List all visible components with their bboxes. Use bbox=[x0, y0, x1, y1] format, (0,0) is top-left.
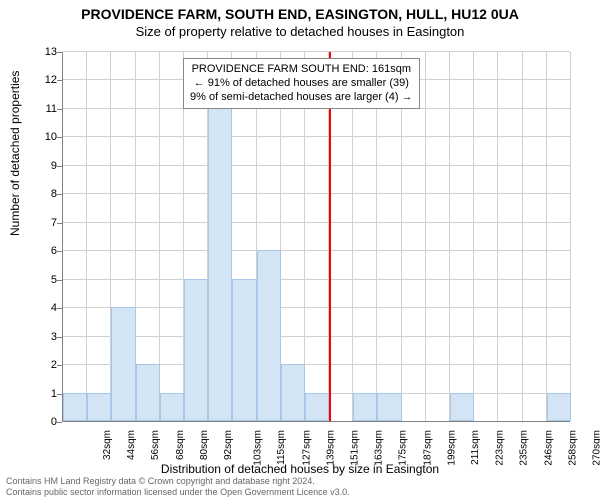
x-tick: 92sqm bbox=[223, 430, 234, 460]
x-tick: 175sqm bbox=[398, 430, 409, 466]
property-infobox: PROVIDENCE FARM SOUTH END: 161sqm ← 91% … bbox=[183, 58, 420, 109]
gridline-h bbox=[63, 193, 570, 194]
infobox-line3: 9% of semi-detached houses are larger (4… bbox=[190, 91, 413, 105]
gridline-v bbox=[425, 52, 426, 421]
gridline-v bbox=[473, 52, 474, 421]
page-subtitle: Size of property relative to detached ho… bbox=[0, 24, 600, 39]
histogram-bar bbox=[281, 364, 305, 421]
histogram-bar bbox=[547, 393, 571, 421]
gridline-v bbox=[497, 52, 498, 421]
gridline-h bbox=[63, 279, 570, 280]
gridline-v bbox=[86, 52, 87, 421]
gridline-v bbox=[449, 52, 450, 421]
x-tick: 139sqm bbox=[325, 430, 336, 466]
gridline-v bbox=[546, 52, 547, 421]
x-tick: 199sqm bbox=[446, 430, 457, 466]
gridline-h bbox=[63, 336, 570, 337]
gridline-v bbox=[570, 52, 571, 421]
histogram-bar bbox=[450, 393, 474, 421]
x-tick: 187sqm bbox=[422, 430, 433, 466]
x-tick: 80sqm bbox=[199, 430, 210, 460]
histogram-bar bbox=[232, 279, 256, 421]
x-tick: 103sqm bbox=[253, 430, 264, 466]
x-tick: 270sqm bbox=[591, 430, 600, 466]
histogram-bar bbox=[257, 250, 281, 421]
attribution-footer: Contains HM Land Registry data © Crown c… bbox=[6, 476, 350, 498]
histogram-plot: 01234567891011121332sqm44sqm56sqm68sqm80… bbox=[62, 52, 570, 422]
gridline-h bbox=[63, 307, 570, 308]
gridline-h bbox=[63, 136, 570, 137]
x-tick: 258sqm bbox=[567, 430, 578, 466]
x-tick: 223sqm bbox=[495, 430, 506, 466]
x-axis-label: Distribution of detached houses by size … bbox=[0, 462, 600, 476]
x-tick: 68sqm bbox=[175, 430, 186, 460]
gridline-v bbox=[522, 52, 523, 421]
footer-line1: Contains HM Land Registry data © Crown c… bbox=[6, 476, 350, 487]
histogram-bar bbox=[63, 393, 87, 421]
histogram-bar bbox=[87, 393, 111, 421]
histogram-bar bbox=[208, 108, 232, 421]
footer-line2: Contains public sector information licen… bbox=[6, 487, 350, 498]
x-tick: 32sqm bbox=[102, 430, 113, 460]
page-title: PROVIDENCE FARM, SOUTH END, EASINGTON, H… bbox=[0, 6, 600, 22]
gridline-h bbox=[63, 51, 570, 52]
infobox-line1: PROVIDENCE FARM SOUTH END: 161sqm bbox=[190, 63, 413, 77]
x-tick: 211sqm bbox=[470, 430, 481, 465]
histogram-bar bbox=[136, 364, 160, 421]
x-tick: 163sqm bbox=[374, 430, 385, 466]
histogram-bar bbox=[184, 279, 208, 421]
x-tick: 151sqm bbox=[350, 430, 361, 466]
gridline-h bbox=[63, 165, 570, 166]
histogram-bar bbox=[377, 393, 401, 421]
histogram-bar bbox=[111, 307, 135, 421]
x-tick: 246sqm bbox=[543, 430, 554, 466]
gridline-h bbox=[63, 250, 570, 251]
infobox-line2: ← 91% of detached houses are smaller (39… bbox=[190, 77, 413, 91]
x-tick: 235sqm bbox=[519, 430, 530, 466]
x-tick: 127sqm bbox=[301, 430, 312, 466]
histogram-bar bbox=[160, 393, 184, 421]
gridline-h bbox=[63, 222, 570, 223]
y-axis-label: Number of detached properties bbox=[8, 71, 22, 236]
x-tick: 56sqm bbox=[150, 430, 161, 460]
x-tick: 115sqm bbox=[276, 430, 287, 465]
histogram-bar bbox=[305, 393, 329, 421]
x-tick: 44sqm bbox=[126, 430, 137, 460]
histogram-bar bbox=[353, 393, 377, 421]
